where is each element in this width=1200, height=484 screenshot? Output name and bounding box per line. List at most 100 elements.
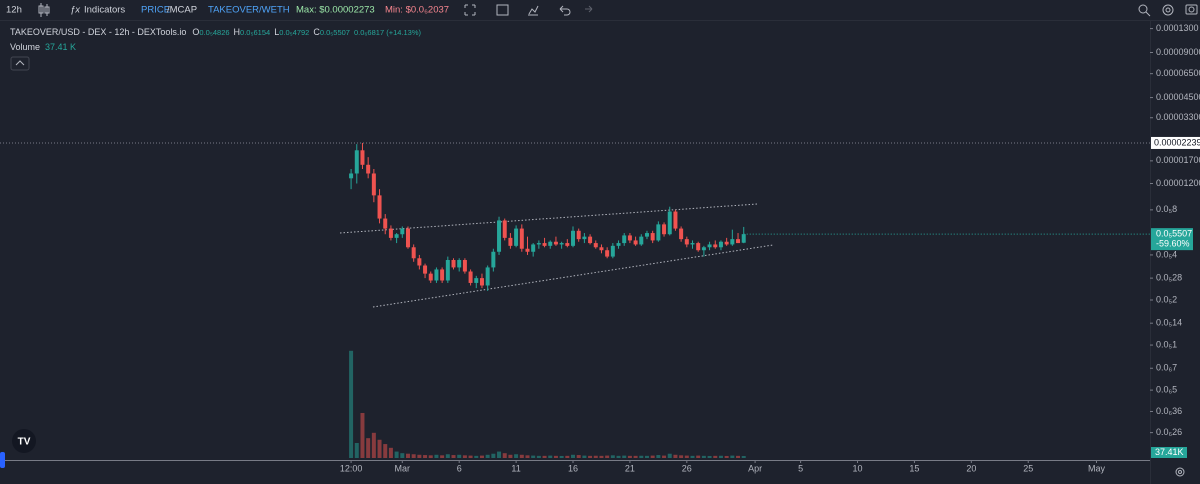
candle-body — [553, 241, 558, 245]
candle-body — [440, 269, 445, 281]
volume-bar — [679, 455, 684, 458]
volume-bar — [667, 453, 672, 458]
legend: TAKEOVER/USD - DEX - 12h - DEXTools.io O0… — [10, 27, 422, 37]
volume-bar — [656, 455, 661, 458]
candle-body — [673, 211, 678, 229]
candle-body — [417, 258, 422, 266]
candle-body — [588, 236, 593, 244]
candle-body — [616, 243, 621, 246]
candle-body — [610, 245, 615, 257]
volume-bar — [616, 455, 621, 458]
volume-bar — [605, 455, 610, 458]
candle-body — [582, 236, 587, 240]
fullscreen-button[interactable] — [464, 4, 476, 16]
candle-body — [730, 239, 735, 245]
pair-toggle[interactable]: TAKEOVER/WETH — [208, 5, 290, 16]
x-tick-label: May — [1088, 463, 1106, 473]
volume-bar — [451, 455, 456, 458]
candle-body — [491, 251, 496, 268]
x-tick-label: 12:00 — [340, 463, 363, 473]
volume-label-box — [1151, 446, 1187, 458]
indicators-button[interactable]: Indicators — [84, 5, 125, 16]
volume-bar — [462, 455, 467, 458]
y-tick-label: 0.00009000 — [1156, 47, 1200, 57]
last-label-box — [1151, 228, 1193, 251]
volume-bar — [559, 455, 564, 458]
volume-bar — [713, 455, 718, 458]
candle-body — [593, 243, 598, 248]
candle-body — [411, 247, 416, 259]
candle-body — [514, 228, 519, 246]
toolbar-icons[interactable] — [496, 4, 593, 16]
volume-bar — [707, 455, 712, 458]
x-tick-label: 26 — [682, 463, 692, 473]
mcap-toggle[interactable]: /MCAP — [167, 5, 197, 16]
volume-bar — [531, 455, 536, 458]
ohlc-value: 0.0₅6154 — [240, 28, 270, 37]
price-toggle[interactable]: PRICE — [141, 5, 170, 16]
volume-bar — [405, 453, 410, 458]
trend-line[interactable] — [372, 244, 774, 308]
max-price[interactable]: Max: $0.00002273 — [296, 5, 375, 16]
candle-body — [485, 267, 490, 286]
scroll-handle[interactable] — [0, 452, 5, 468]
candle-body — [405, 228, 410, 248]
volume-bar — [684, 455, 689, 458]
right-icons[interactable] — [1138, 4, 1198, 17]
volume-bar — [701, 455, 706, 458]
collapse-button[interactable] — [10, 56, 30, 71]
candle-type-button[interactable] — [38, 3, 50, 17]
volume-bar — [514, 454, 519, 458]
candle-body — [479, 278, 484, 286]
ohlc-key: L — [274, 27, 279, 37]
candle-body — [360, 150, 365, 165]
symbol-title: TAKEOVER/USD - DEX - 12h - DEXTools.io — [10, 27, 186, 37]
candle-body — [519, 228, 524, 249]
volume-bar — [474, 455, 479, 458]
interval-button[interactable]: 12h — [6, 5, 22, 16]
min-price[interactable]: Min: $0.0₆2037 — [385, 5, 449, 16]
volume-bar — [394, 451, 399, 458]
volume-bar — [565, 455, 570, 458]
volume-bar — [576, 455, 581, 458]
y-tick-label: 0.0₆26 — [1156, 427, 1182, 437]
y-tick-label: 0.0₅4 — [1156, 249, 1177, 259]
candle-body — [718, 241, 723, 248]
y-tick-label: 0.0₆5 — [1156, 384, 1177, 394]
candle-body — [724, 241, 729, 245]
settings-button[interactable] — [1175, 467, 1185, 477]
volume-bar — [548, 455, 553, 458]
volume-bar — [593, 455, 598, 458]
volume-bar — [360, 412, 365, 458]
y-tick-label: 0.0₆36 — [1156, 406, 1182, 416]
volume-bar — [650, 455, 655, 458]
volume-legend: Volume 37.41 K — [10, 42, 76, 52]
candle-body — [650, 233, 655, 241]
candle-body — [622, 235, 627, 244]
candle-body — [371, 173, 376, 196]
volume-bar — [388, 447, 393, 458]
candle-body — [400, 228, 405, 235]
candle-body — [388, 228, 393, 238]
x-tick-label: Mar — [395, 463, 411, 473]
candle-body — [605, 250, 610, 257]
volume-bar — [627, 455, 632, 458]
volume-bar — [736, 455, 741, 458]
y-tick-label: 0.00001200 — [1156, 178, 1200, 188]
svg-text:TV: TV — [18, 437, 31, 448]
candle-body — [576, 230, 581, 240]
volume-bar — [571, 454, 576, 458]
volume-bar — [371, 432, 376, 458]
candle-body — [696, 243, 701, 251]
volume-bar — [553, 455, 558, 458]
volume-bar — [724, 455, 729, 458]
volume-bar — [673, 454, 678, 458]
volume-bar — [434, 454, 439, 458]
x-tick-label: 6 — [457, 463, 462, 473]
candle-body — [684, 239, 689, 245]
indicators-icon: ƒx — [70, 5, 81, 16]
collapse-icon — [15, 60, 25, 66]
volume-bar — [400, 453, 405, 458]
volume-bar — [730, 455, 735, 458]
